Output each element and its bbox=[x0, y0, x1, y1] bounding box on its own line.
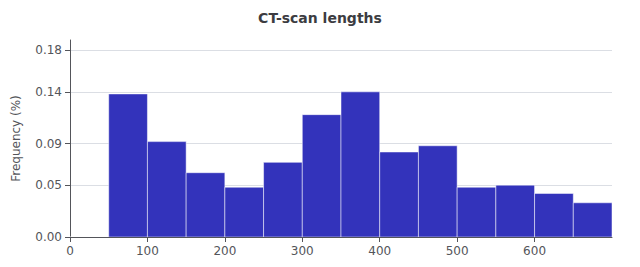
svg-text:0.00: 0.00 bbox=[35, 230, 62, 244]
svg-text:Frequency (%): Frequency (%) bbox=[9, 95, 23, 182]
svg-text:500: 500 bbox=[446, 244, 469, 258]
svg-text:CT-scan lengths: CT-scan lengths bbox=[258, 10, 382, 26]
svg-text:200: 200 bbox=[213, 244, 236, 258]
svg-text:300: 300 bbox=[291, 244, 314, 258]
svg-text:400: 400 bbox=[368, 244, 391, 258]
svg-text:100: 100 bbox=[136, 244, 159, 258]
svg-text:0.14: 0.14 bbox=[35, 85, 62, 99]
svg-text:0.05: 0.05 bbox=[35, 178, 62, 192]
svg-text:0.18: 0.18 bbox=[35, 43, 62, 57]
svg-text:0.09: 0.09 bbox=[35, 137, 62, 151]
svg-text:0: 0 bbox=[66, 244, 74, 258]
svg-text:600: 600 bbox=[523, 244, 546, 258]
